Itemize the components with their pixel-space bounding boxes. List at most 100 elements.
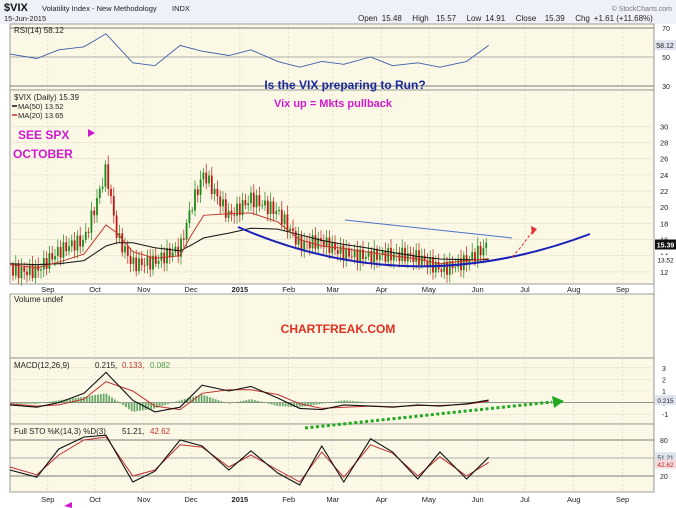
price-x-tick-label: Nov (137, 285, 151, 294)
macd-histogram-bar (35, 402, 38, 404)
macd-histogram-bar (251, 399, 253, 403)
macd-histogram-bar (223, 402, 225, 403)
macd-histogram-bar (169, 402, 172, 404)
candle-body (328, 237, 331, 254)
candle-body (154, 255, 157, 264)
macd-histogram-bar (217, 400, 220, 403)
sto-d-last-box (655, 459, 676, 469)
macd-histogram-bar (357, 401, 360, 403)
macd-histogram-bar (38, 402, 41, 404)
price-tick-label: 26 (660, 155, 668, 164)
candle-body (191, 210, 194, 212)
candle-body (392, 253, 395, 261)
candle-body (334, 242, 336, 250)
macd-histogram-bar (200, 394, 203, 403)
candle-body (202, 172, 205, 180)
ticker-description: Volatility Index - New Methodology (42, 4, 157, 13)
candle-body (423, 255, 426, 261)
candle-body (12, 265, 14, 276)
macd-histogram-bar (108, 395, 111, 403)
macd-value: 0.215, (95, 361, 117, 370)
candle-body (163, 252, 166, 264)
bottom-x-tick-label: Aug (567, 495, 580, 504)
candle-body (70, 240, 73, 247)
rsi-last-value-box (655, 40, 676, 51)
bottom-x-tick-label: Jun (472, 495, 484, 504)
bottom-x-tick-label: Sep (41, 495, 54, 504)
price-x-tick-label: Feb (282, 285, 295, 294)
macd-hist-value: 0.082 (150, 361, 171, 370)
candle-body (317, 238, 320, 249)
macd-histogram-bar (281, 402, 284, 407)
candle-body (199, 179, 202, 195)
october-annotation: OCTOBER (13, 147, 73, 161)
price-tick-label: 30 (660, 122, 668, 131)
candle-body (454, 267, 457, 269)
price-x-tick-label: 2015 (232, 285, 249, 294)
macd-histogram-bar (15, 402, 18, 404)
high-value: 15.57 (436, 14, 457, 23)
rsi-title: RSI(14) 58.12 (14, 26, 64, 35)
macd-histogram-bar (466, 402, 469, 403)
macd-tick-label: 3 (662, 366, 666, 373)
macd-histogram-bar (71, 398, 74, 403)
candle-body (96, 198, 98, 216)
candle-body (112, 196, 115, 216)
candle-body (180, 238, 182, 257)
macd-histogram-bar (139, 402, 141, 411)
macd-histogram-bar (309, 402, 312, 406)
candle-body (79, 235, 82, 247)
candle-body (174, 246, 177, 253)
ma50-line (9, 227, 489, 266)
macd-histogram-bar (29, 402, 32, 404)
candle-body (418, 250, 420, 265)
macd-histogram-bar (130, 402, 133, 412)
chg-value: +1.61 (+11.68%) (594, 14, 653, 23)
price-x-tick-label: Jun (472, 285, 484, 294)
candle-body (320, 238, 322, 242)
macd-histogram-bar (178, 400, 181, 403)
candle-body (432, 257, 434, 273)
macd-histogram-bar (287, 402, 290, 407)
macd-histogram-bar (24, 402, 27, 404)
bottom-x-tick-label: Feb (282, 495, 295, 504)
candle-body (205, 172, 208, 184)
ticker-symbol: $VIX (4, 2, 29, 14)
candle-body (62, 242, 65, 258)
candle-body (104, 164, 107, 187)
macd-histogram-bar (91, 395, 94, 403)
macd-histogram-bar (164, 402, 167, 406)
open-value: 15.48 (382, 14, 403, 23)
candle-body (440, 269, 443, 272)
price-tick-label: 28 (660, 139, 668, 148)
macd-histogram-bar (94, 395, 97, 403)
macd-histogram-bar (346, 400, 349, 403)
candle-body (297, 235, 300, 245)
candle-body (446, 261, 448, 275)
candle-body (93, 210, 96, 216)
breakout-dashed-arrow (511, 231, 533, 258)
macd-histogram-bar (32, 402, 35, 404)
ma50-legend: MA(50) 13.52 (18, 102, 63, 111)
candle-body (20, 267, 23, 279)
macd-histogram-bar (253, 400, 256, 403)
candle-body (482, 248, 485, 256)
macd-histogram-bar (337, 401, 340, 403)
macd-histogram-bar (181, 399, 183, 403)
stockcharts-watermark: © StockCharts.com (612, 5, 673, 13)
macd-histogram-bar (211, 398, 214, 403)
candle-body (224, 199, 227, 218)
macd-histogram-bar (197, 395, 200, 403)
candle-body (140, 258, 143, 266)
candle-body (280, 209, 283, 225)
macd-histogram-bar (239, 401, 242, 403)
candle-body (275, 211, 278, 214)
bottom-marker (64, 502, 72, 508)
macd-line (9, 371, 489, 413)
price-x-tick-label: Jul (520, 285, 530, 294)
macd-histogram-bar (256, 400, 259, 403)
sto-tick-label: 80 (660, 438, 668, 445)
bottom-x-tick-label: 2015 (232, 495, 249, 504)
candle-body (166, 248, 168, 264)
breakout-arrowhead (531, 226, 537, 235)
